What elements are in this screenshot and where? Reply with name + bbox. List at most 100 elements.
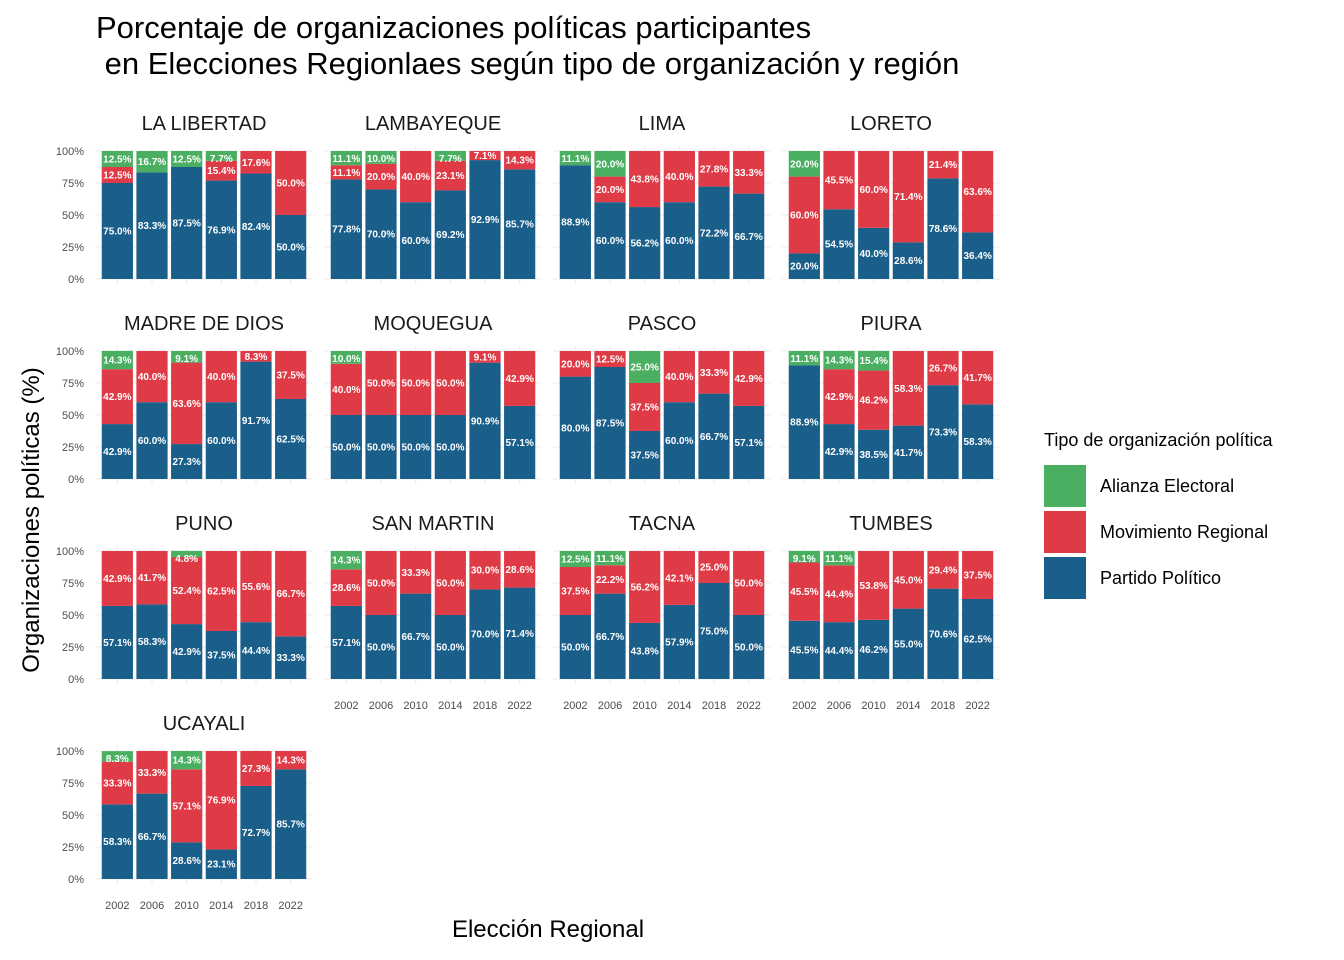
bar-partido-politico — [171, 842, 203, 879]
data-label: 50.0% — [276, 243, 304, 254]
bar-movimiento-regional — [663, 151, 695, 203]
bar-partido-politico — [823, 424, 855, 479]
data-label: 87.5% — [172, 219, 200, 230]
y-tick-label: 0% — [68, 674, 84, 686]
data-label: 16.7% — [138, 157, 166, 168]
facet-label: MOQUEGUA — [374, 313, 494, 335]
data-label: 50.0% — [436, 643, 464, 654]
bar-partido-politico — [629, 431, 661, 479]
bar-partido-politico — [205, 180, 237, 279]
data-label: 91.7% — [242, 416, 270, 427]
bar-partido-politico — [434, 615, 466, 679]
bar-movimiento-regional — [136, 351, 168, 403]
bar-movimiento-regional — [400, 351, 432, 415]
data-label: 20.0% — [790, 159, 818, 170]
y-tick-label: 0% — [68, 274, 84, 286]
data-label: 45.5% — [790, 645, 818, 656]
data-label: 53.8% — [859, 581, 887, 592]
data-label: 57.9% — [665, 637, 693, 648]
bar-movimiento-regional — [823, 151, 855, 210]
data-label: 37.5% — [561, 587, 589, 598]
bar-partido-politico — [275, 636, 307, 679]
data-label: 45.5% — [825, 176, 853, 187]
bar-alianza-electoral — [171, 751, 203, 770]
x-tick-label: 2018 — [931, 700, 955, 712]
data-label: 60.0% — [859, 185, 887, 196]
bar-partido-politico — [858, 619, 890, 679]
chart-title-line-1: Porcentaje de organizaciones políticas p… — [96, 10, 812, 45]
bar-movimiento-regional — [434, 160, 466, 191]
bar-movimiento-regional — [434, 351, 466, 415]
data-label: 50.0% — [401, 379, 429, 390]
x-tick-label: 2006 — [369, 700, 393, 712]
x-tick-label: 2006 — [827, 700, 851, 712]
bar-movimiento-regional — [240, 151, 272, 174]
data-label: 62.5% — [963, 635, 991, 646]
bar-movimiento-regional — [927, 351, 959, 386]
data-label: 60.0% — [596, 236, 624, 247]
data-label: 9.1% — [793, 554, 816, 565]
data-label: 45.0% — [894, 575, 922, 586]
data-label: 50.0% — [734, 643, 762, 654]
data-label: 23.1% — [436, 171, 464, 182]
bar-movimiento-regional — [400, 551, 432, 594]
data-label: 41.7% — [138, 573, 166, 584]
bar-movimiento-regional — [594, 565, 626, 594]
data-label: 8.3% — [245, 352, 268, 363]
y-tick-label: 25% — [62, 642, 84, 654]
data-label: 33.3% — [103, 779, 131, 790]
bar-movimiento-regional — [559, 567, 591, 615]
data-label: 57.1% — [734, 438, 762, 449]
data-label: 62.5% — [207, 587, 235, 598]
data-label: 9.1% — [175, 354, 198, 365]
data-label: 11.1% — [332, 168, 360, 179]
data-label: 71.4% — [894, 192, 922, 203]
bar-partido-politico — [733, 615, 765, 679]
data-label: 85.7% — [276, 820, 304, 831]
x-tick-label: 2018 — [702, 700, 726, 712]
bar-movimiento-regional — [240, 351, 272, 362]
data-label: 27.3% — [242, 764, 270, 775]
data-label: 8.3% — [106, 754, 129, 765]
data-label: 50.0% — [436, 443, 464, 454]
data-label: 33.3% — [734, 168, 762, 179]
y-tick-label: 75% — [62, 378, 84, 390]
data-label: 50.0% — [367, 443, 395, 454]
data-label: 50.0% — [734, 579, 762, 590]
data-label: 56.2% — [630, 582, 658, 593]
bar-partido-politico — [330, 415, 362, 479]
y-tick-label: 75% — [62, 178, 84, 190]
bar-partido-politico — [698, 393, 730, 479]
bar-partido-politico — [400, 415, 432, 479]
data-label: 55.6% — [242, 582, 270, 593]
x-tick-label: 2022 — [736, 700, 760, 712]
bar-movimiento-regional — [788, 562, 820, 621]
legend-label: Movimiento Regional — [1100, 521, 1269, 542]
bar-partido-politico — [240, 173, 272, 279]
bar-movimiento-regional — [275, 551, 307, 637]
x-tick-label: 2014 — [896, 700, 920, 712]
data-label: 27.3% — [172, 457, 200, 468]
x-tick-label: 2010 — [632, 700, 656, 712]
facet-label: TUMBES — [849, 513, 932, 535]
bar-partido-politico — [101, 183, 133, 279]
bar-partido-politico — [629, 207, 661, 279]
chart-title-line-2: en Elecciones Regionlaes según tipo de o… — [96, 46, 960, 81]
bar-alianza-electoral — [171, 351, 203, 363]
bar-movimiento-regional — [504, 551, 536, 588]
data-label: 50.0% — [332, 443, 360, 454]
legend-key — [1044, 465, 1086, 507]
bar-alianza-electoral — [788, 351, 820, 366]
bar-partido-politico — [330, 605, 362, 679]
bar-partido-politico — [962, 232, 994, 279]
bar-alianza-electoral — [594, 551, 626, 566]
data-label: 36.4% — [963, 251, 991, 262]
x-tick-label: 2002 — [792, 700, 816, 712]
bar-partido-politico — [594, 202, 626, 279]
bar-movimiento-regional — [504, 151, 536, 170]
y-tick-label: 100% — [56, 146, 84, 158]
bar-movimiento-regional — [504, 351, 536, 406]
data-label: 66.7% — [138, 832, 166, 843]
data-label: 76.9% — [207, 225, 235, 236]
data-label: 60.0% — [665, 436, 693, 447]
